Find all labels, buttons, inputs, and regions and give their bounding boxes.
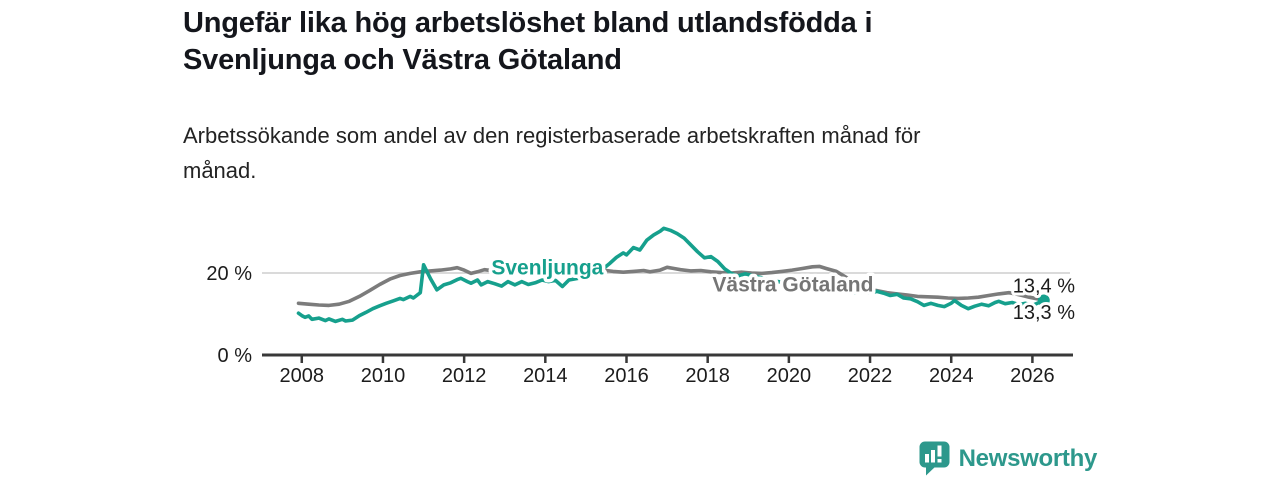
- chart-subtitle: Arbetssökande som andel av den registerb…: [183, 118, 1043, 188]
- brand-wordmark: Newsworthy: [958, 444, 1098, 472]
- end-value-label-v-stra-g-taland: 13,4 %: [1013, 276, 1075, 298]
- x-tick-label: 2024: [929, 365, 974, 387]
- x-tick-label: 2026: [1010, 365, 1055, 387]
- chart-title-line-2: Svenljunga och Västra Götaland: [183, 44, 622, 76]
- series-line-svenljunga: [296, 226, 1046, 324]
- x-tick-label: 2010: [361, 365, 406, 387]
- end-value-label-svenljunga: 13,3 %: [1013, 302, 1075, 324]
- newsworthy-logo: Newsworthy: [919, 441, 1097, 476]
- unemployment-line-chart-svg: 2008 2010 2012 2014 2016 2018 2020 2022 2024 2026…: [206, 226, 1078, 387]
- series-label-svenljunga: Svenljunga: [491, 257, 603, 280]
- y-tick-label: 20 %: [206, 263, 252, 285]
- newsworthy-bubble-chart-icon: [919, 441, 950, 476]
- x-tick-label: 2012: [442, 365, 487, 387]
- x-tick-label: 2018: [685, 365, 730, 387]
- chart-subtitle-line-1: Arbetssökande som andel av den registerb…: [183, 123, 921, 148]
- chart-subtitle-line-2: månad.: [183, 158, 257, 183]
- series-line-v-stra-g-taland: [296, 264, 1046, 308]
- chart-title: Ungefär lika hög arbetslöshet bland utla…: [183, 5, 1083, 79]
- x-tick-label: 2014: [523, 365, 568, 387]
- chart-title-line-1: Ungefär lika hög arbetslöshet bland utla…: [183, 7, 873, 39]
- x-tick-label: 2008: [280, 365, 325, 387]
- line-chart: 2008 2010 2012 2014 2016 2018 2020 2022 2024 2026…: [180, 205, 1100, 400]
- latest-value-dot: [1037, 294, 1050, 307]
- x-tick-label: 2016: [604, 365, 649, 387]
- series-label-v-stra-g-taland: Västra Götaland: [712, 273, 873, 296]
- x-tick-label: 2020: [767, 365, 812, 387]
- y-tick-label: 0 %: [218, 345, 253, 367]
- x-tick-label: 2022: [848, 365, 893, 387]
